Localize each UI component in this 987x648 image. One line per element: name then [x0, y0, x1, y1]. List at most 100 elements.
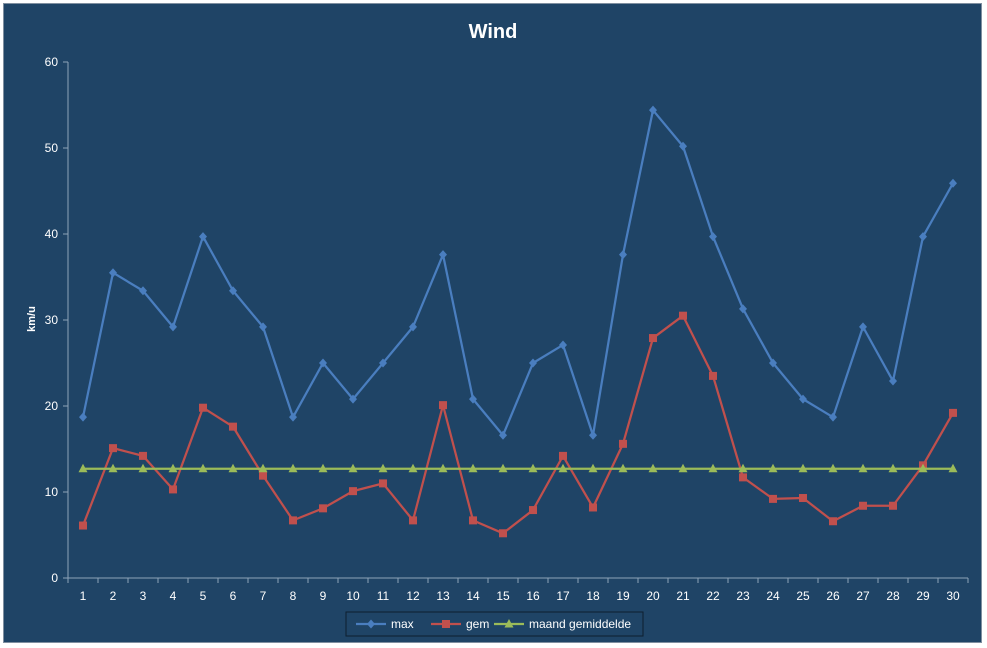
- data-point: [79, 412, 87, 422]
- data-point: [349, 394, 357, 404]
- data-point: [468, 463, 478, 473]
- legend-entry: gem: [431, 617, 489, 631]
- x-tick-label: 21: [676, 589, 690, 603]
- data-point: [529, 506, 537, 515]
- data-point: [528, 463, 538, 473]
- x-tick-label: 12: [406, 589, 420, 603]
- data-point: [378, 463, 388, 473]
- legend-label: gem: [466, 617, 489, 631]
- data-point: [229, 422, 237, 431]
- data-point: [408, 463, 418, 473]
- data-point: [498, 463, 508, 473]
- data-point: [589, 430, 597, 440]
- data-point: [889, 376, 897, 386]
- x-tick-label: 13: [436, 589, 450, 603]
- data-point: [649, 105, 657, 115]
- data-point: [288, 463, 298, 473]
- data-point: [439, 250, 447, 260]
- x-tick-label: 26: [826, 589, 840, 603]
- data-point: [409, 516, 417, 525]
- data-point: [888, 463, 898, 473]
- y-axis-title: km/u: [26, 306, 38, 332]
- x-tick-label: 23: [736, 589, 750, 603]
- data-point: [139, 451, 147, 460]
- data-point: [799, 494, 807, 503]
- data-point: [169, 322, 177, 332]
- chart-area: [3, 3, 982, 643]
- data-point: [769, 358, 777, 368]
- data-point: [949, 408, 957, 417]
- data-point: [559, 340, 567, 350]
- y-tick-label: 40: [45, 227, 59, 241]
- data-point: [379, 358, 387, 368]
- data-point: [859, 501, 867, 510]
- x-tick-label: 16: [526, 589, 540, 603]
- x-tick-label: 6: [230, 589, 237, 603]
- series-max: [79, 105, 957, 440]
- data-point: [168, 463, 178, 473]
- data-point: [709, 232, 717, 242]
- x-tick-label: 8: [290, 589, 297, 603]
- legend-swatch-marker: [504, 619, 514, 628]
- data-point: [319, 504, 327, 513]
- chart-title: Wind: [469, 21, 518, 43]
- data-point: [169, 485, 177, 494]
- data-point: [469, 516, 477, 525]
- series-line: [81, 109, 954, 437]
- data-point: [259, 322, 267, 332]
- data-point: [679, 141, 687, 151]
- x-tick-label: 1: [80, 589, 87, 603]
- data-point: [258, 463, 268, 473]
- x-tick-label: 30: [946, 589, 960, 603]
- data-point: [709, 371, 717, 380]
- y-tick-label: 60: [45, 55, 59, 69]
- data-point: [768, 463, 778, 473]
- data-point: [919, 232, 927, 242]
- x-tick-label: 3: [140, 589, 147, 603]
- data-point: [499, 529, 507, 538]
- data-point: [798, 463, 808, 473]
- series-line: [81, 314, 954, 535]
- data-point: [289, 412, 297, 422]
- x-tick-label: 15: [496, 589, 510, 603]
- data-point: [799, 394, 807, 404]
- data-point: [618, 463, 628, 473]
- data-point: [829, 412, 837, 422]
- data-point: [259, 471, 267, 480]
- y-tick-label: 0: [51, 571, 58, 585]
- data-point: [948, 463, 958, 473]
- data-point: [619, 250, 627, 260]
- data-point: [79, 521, 87, 530]
- legend-swatch-marker: [367, 619, 375, 629]
- legend-label: maand gemiddelde: [529, 617, 631, 631]
- data-point: [289, 516, 297, 525]
- data-point: [499, 430, 507, 440]
- data-point: [858, 463, 868, 473]
- x-tick-label: 14: [466, 589, 480, 603]
- x-tick-label: 20: [646, 589, 660, 603]
- x-tick-label: 10: [346, 589, 360, 603]
- data-point: [348, 463, 358, 473]
- data-point: [679, 311, 687, 320]
- data-point: [109, 444, 117, 453]
- data-point: [918, 463, 928, 473]
- legend-box: [345, 611, 644, 637]
- data-point: [349, 487, 357, 496]
- x-tick-label: 4: [170, 589, 177, 603]
- y-tick-label: 20: [45, 399, 59, 413]
- data-point: [199, 232, 207, 242]
- y-tick-label: 50: [45, 141, 59, 155]
- data-point: [139, 286, 147, 296]
- data-point: [529, 358, 537, 368]
- data-point: [649, 334, 657, 343]
- data-point: [739, 473, 747, 482]
- data-point: [318, 463, 328, 473]
- data-point: [469, 394, 477, 404]
- data-point: [108, 463, 118, 473]
- x-tick-label: 29: [916, 589, 930, 603]
- data-point: [198, 463, 208, 473]
- x-tick-label: 11: [377, 589, 390, 603]
- y-tick-label: 10: [45, 485, 59, 499]
